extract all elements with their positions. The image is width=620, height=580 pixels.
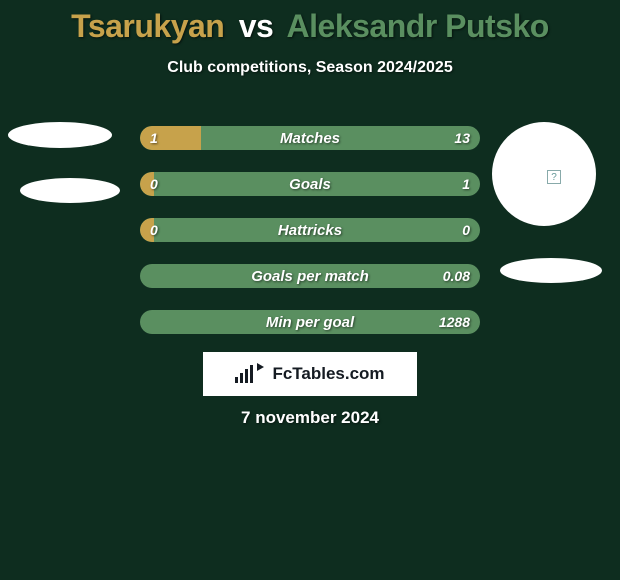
bar-value-right: 0.08 [443, 264, 470, 288]
logo-arrow-icon [257, 363, 264, 371]
bar-value-right: 13 [454, 126, 470, 150]
page-title: Tsarukyan vs Aleksandr Putsko [0, 0, 620, 45]
logo-bars-icon [235, 365, 253, 383]
bar-row-hattricks: 0 Hattricks 0 [140, 218, 480, 242]
decor-ellipse-right-2 [500, 258, 602, 283]
bar-value-right: 1288 [439, 310, 470, 334]
bar-row-goals-per-match: Goals per match 0.08 [140, 264, 480, 288]
fctables-logo: FcTables.com [203, 352, 417, 396]
bar-row-min-per-goal: Min per goal 1288 [140, 310, 480, 334]
bar-label: Hattricks [140, 218, 480, 242]
bar-label: Min per goal [140, 310, 480, 334]
title-vs: vs [239, 8, 274, 44]
date-text: 7 november 2024 [0, 408, 620, 428]
logo-text: FcTables.com [272, 364, 384, 384]
decor-ellipse-left-2 [20, 178, 120, 203]
bar-value-right: 0 [462, 218, 470, 242]
bar-label: Matches [140, 126, 480, 150]
bar-label: Goals per match [140, 264, 480, 288]
decor-circle-right: ? [492, 122, 596, 226]
logo-text-prefix: Fc [272, 364, 292, 383]
bar-value-right: 1 [462, 172, 470, 196]
bar-row-matches: 1 Matches 13 [140, 126, 480, 150]
bar-label: Goals [140, 172, 480, 196]
placeholder-icon: ? [547, 170, 561, 184]
stat-bars: 1 Matches 13 0 Goals 1 0 Hattricks 0 Goa… [140, 126, 480, 356]
logo-text-rest: Tables.com [292, 364, 384, 383]
title-player2: Aleksandr Putsko [287, 8, 549, 44]
subtitle: Club competitions, Season 2024/2025 [0, 59, 620, 77]
decor-ellipse-left-1 [8, 122, 112, 148]
comparison-infographic: Tsarukyan vs Aleksandr Putsko Club compe… [0, 0, 620, 580]
bar-row-goals: 0 Goals 1 [140, 172, 480, 196]
title-player1: Tsarukyan [71, 8, 224, 44]
